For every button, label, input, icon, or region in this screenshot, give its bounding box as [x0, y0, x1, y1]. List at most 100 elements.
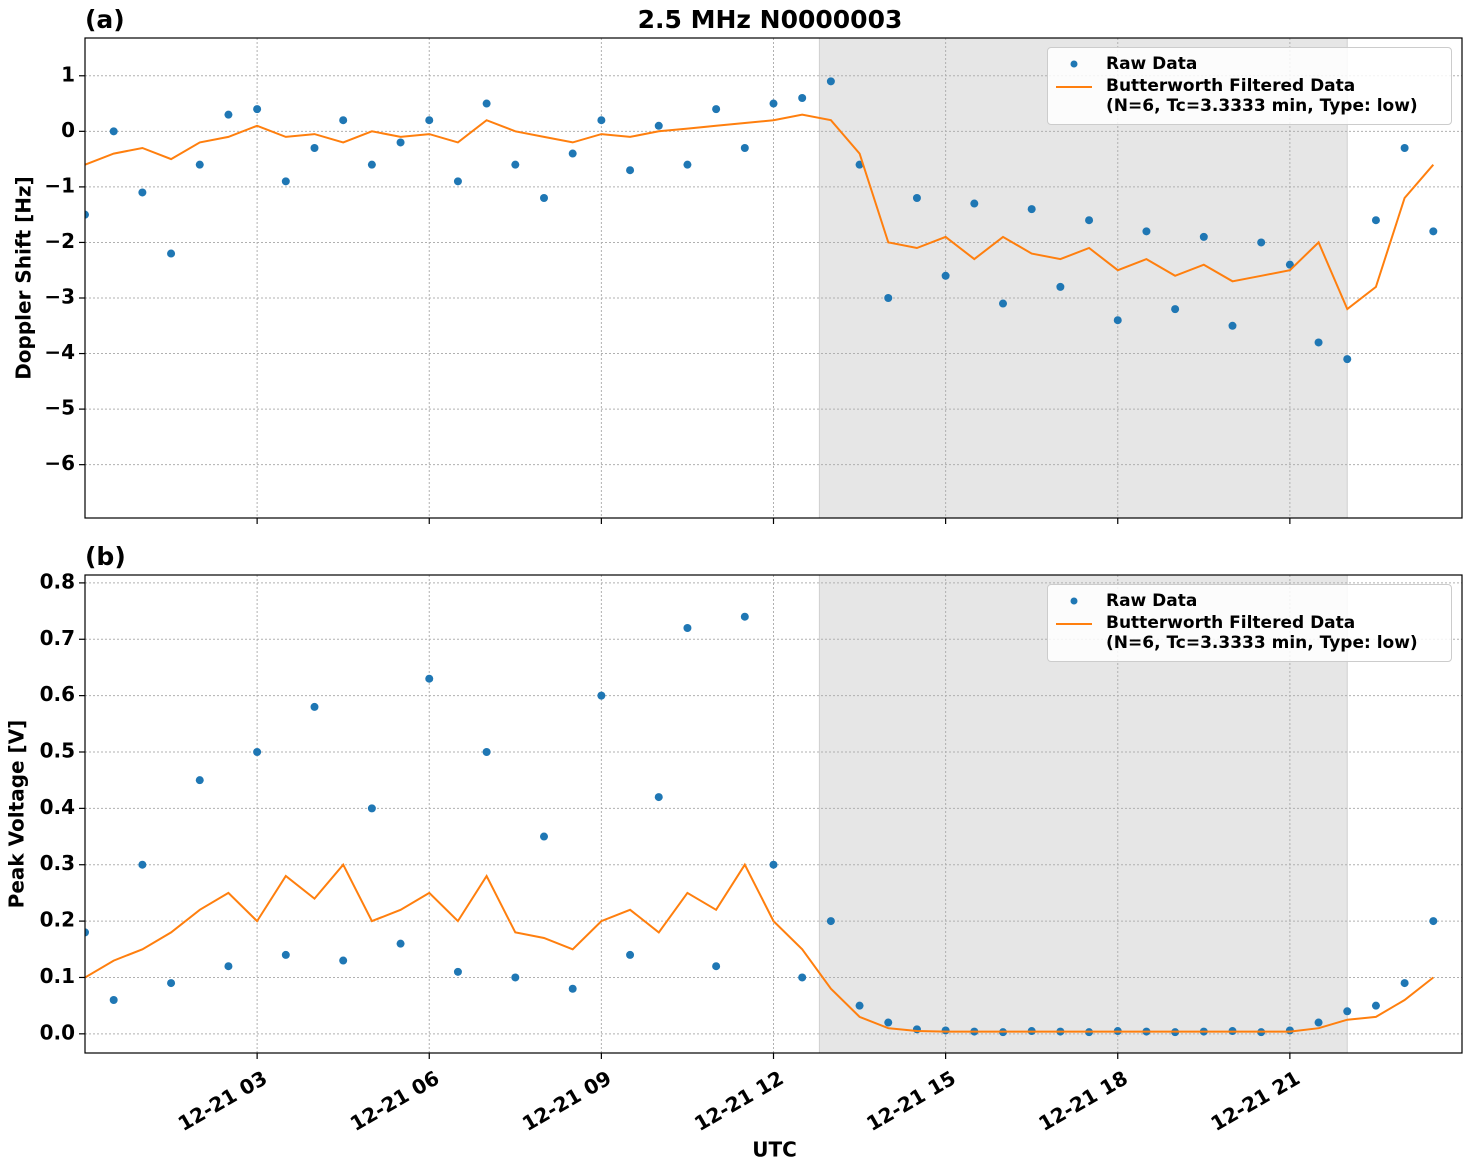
legend-key	[1048, 76, 1106, 96]
raw-point	[167, 249, 176, 258]
raw-point	[941, 271, 950, 280]
y-tick-label: 0.1	[40, 964, 75, 988]
y-tick-label: −1	[44, 173, 75, 197]
raw-point	[253, 747, 262, 756]
raw-point	[712, 105, 721, 114]
raw-point	[597, 116, 606, 125]
raw-point	[109, 127, 118, 136]
legend-label: Raw Data	[1106, 591, 1198, 611]
raw-point	[85, 928, 89, 937]
raw-point	[941, 1026, 950, 1035]
legend-item: Butterworth Filtered Data (N=6, Tc=3.333…	[1048, 613, 1451, 653]
raw-point	[1429, 227, 1438, 236]
raw-point	[1429, 917, 1438, 926]
raw-point	[626, 950, 635, 959]
raw-point	[970, 199, 979, 208]
y-tick-label: 1	[61, 62, 75, 86]
raw-point	[367, 804, 376, 813]
raw-point	[224, 962, 233, 971]
y-tick-label: 0	[61, 118, 75, 142]
y-tick-label: 0.4	[40, 795, 75, 819]
legend-item: Raw Data	[1048, 54, 1451, 74]
raw-point	[1400, 144, 1409, 152]
raw-point	[482, 747, 491, 756]
raw-point	[769, 99, 778, 108]
raw-point	[195, 776, 204, 785]
raw-point	[396, 939, 405, 948]
panel-label: (b)	[85, 542, 126, 571]
raw-point	[253, 105, 262, 114]
raw-point	[339, 956, 348, 965]
y-tick-label: −6	[44, 451, 75, 475]
y-tick-label: 0.7	[40, 626, 75, 650]
raw-point	[224, 110, 233, 119]
raw-point	[1400, 979, 1409, 988]
plot-area	[85, 77, 1438, 364]
raw-point	[568, 149, 577, 158]
raw-point	[167, 979, 176, 988]
raw-point	[540, 832, 548, 841]
raw-point	[310, 144, 319, 152]
raw-point	[1343, 1007, 1352, 1016]
raw-point	[1257, 238, 1266, 247]
legend-item: Raw Data	[1048, 591, 1451, 611]
raw-point	[884, 1018, 893, 1027]
raw-point	[912, 1025, 921, 1034]
raw-point	[540, 194, 548, 202]
raw-point	[367, 160, 376, 169]
y-tick-label: −4	[44, 340, 75, 364]
y-tick-label: 0.6	[40, 682, 75, 706]
legend: Raw Data Butterworth Filtered Data (N=6, …	[1047, 47, 1452, 125]
x-tick-label: 12-21 12	[690, 1066, 788, 1136]
raw-point	[855, 1001, 864, 1010]
raw-point	[85, 210, 89, 219]
raw-point	[138, 188, 147, 197]
raw-point	[683, 623, 692, 632]
raw-point	[339, 116, 348, 125]
legend-item: Butterworth Filtered Data (N=6, Tc=3.333…	[1048, 76, 1451, 116]
raw-point	[884, 294, 893, 302]
raw-point	[712, 962, 721, 971]
raw-point	[511, 160, 520, 169]
raw-point	[654, 793, 663, 802]
x-tick-label: 12-21 15	[862, 1066, 960, 1136]
raw-point	[1113, 316, 1122, 325]
raw-point	[1343, 355, 1352, 364]
raw-point	[912, 194, 921, 202]
x-tick-label: 12-21 09	[518, 1066, 616, 1136]
raw-point	[1228, 321, 1237, 330]
raw-point	[281, 177, 290, 186]
raw-point	[999, 299, 1007, 308]
raw-point	[654, 121, 663, 130]
x-tick-label: 12-21 06	[346, 1066, 444, 1136]
raw-point	[683, 160, 692, 169]
raw-point	[798, 94, 807, 102]
raw-point	[1371, 1001, 1380, 1010]
raw-point	[626, 166, 635, 175]
raw-point	[310, 702, 319, 711]
raw-point	[597, 691, 606, 700]
raw-point	[453, 177, 462, 186]
raw-point	[1285, 260, 1294, 269]
legend-swatch	[1056, 86, 1092, 88]
legend: Raw Data Butterworth Filtered Data (N=6, …	[1047, 584, 1452, 662]
raw-point	[453, 967, 462, 976]
raw-point	[568, 984, 577, 993]
legend-swatch	[1070, 597, 1078, 605]
raw-point	[482, 99, 491, 108]
raw-point	[1314, 1018, 1323, 1027]
y-tick-label: −2	[44, 229, 75, 253]
legend-swatch	[1070, 60, 1078, 68]
raw-point	[396, 138, 405, 147]
legend-label: Butterworth Filtered Data (N=6, Tc=3.333…	[1106, 613, 1418, 653]
legend-swatch	[1056, 623, 1092, 625]
raw-point	[1027, 205, 1036, 214]
panel-label: (a)	[85, 5, 125, 34]
raw-point	[425, 674, 434, 683]
y-tick-label: −5	[44, 396, 75, 420]
x-tick-label: 12-21 03	[174, 1066, 272, 1136]
raw-point	[1371, 216, 1380, 225]
raw-point	[740, 612, 749, 621]
raw-point	[138, 860, 147, 869]
